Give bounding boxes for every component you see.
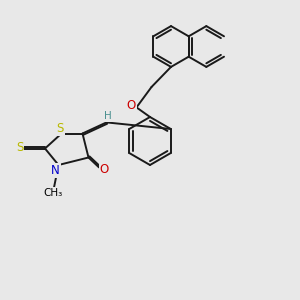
Text: N: N (51, 164, 60, 177)
Text: O: O (127, 99, 136, 112)
Text: O: O (100, 163, 109, 176)
Text: H: H (104, 111, 112, 121)
Text: CH₃: CH₃ (44, 188, 63, 198)
Text: S: S (16, 141, 23, 154)
Text: S: S (56, 122, 64, 135)
